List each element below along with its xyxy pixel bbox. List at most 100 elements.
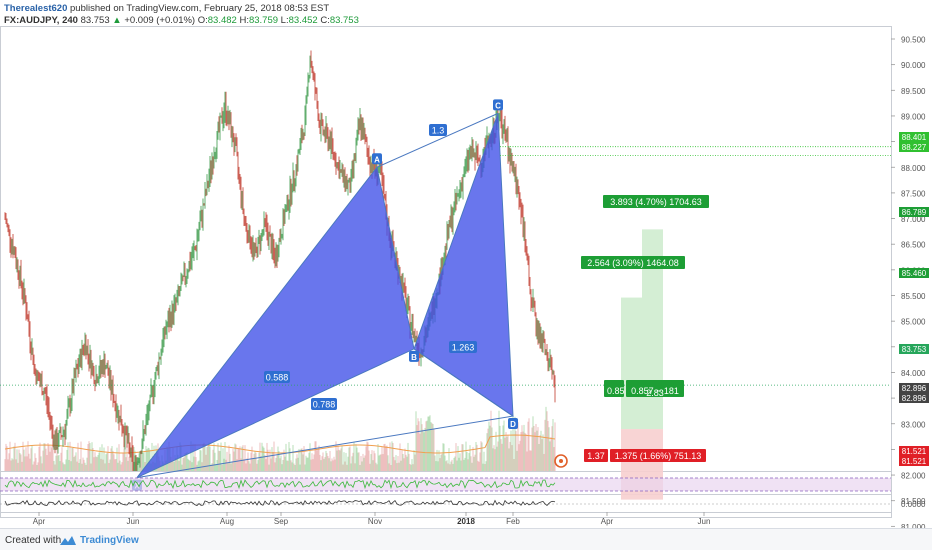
volume-bar (81, 463, 83, 471)
volume-bar (468, 453, 470, 471)
volume-bar (443, 443, 445, 471)
volume-bar (538, 444, 540, 471)
symbol-label[interactable]: FX:AUDJPY, 240 (4, 15, 78, 26)
volume-bar (284, 456, 286, 471)
volume-bar (411, 459, 413, 471)
volume-bar (450, 461, 452, 471)
volume-bar (268, 464, 270, 471)
tradingview-link[interactable]: TradingView (80, 535, 139, 546)
volume-bar (86, 457, 88, 471)
volume-bar (534, 432, 536, 471)
pattern-point-d: D (510, 420, 516, 429)
volume-bar (526, 451, 528, 471)
volume-bar (442, 443, 444, 471)
volume-bar (459, 453, 461, 471)
volume-bar (252, 459, 254, 471)
volume-bar (363, 457, 365, 471)
candles (4, 50, 556, 471)
volume-bar (409, 463, 411, 471)
volume-bar (250, 452, 252, 471)
volume-bar (354, 463, 356, 471)
pattern-bcd-triangle[interactable] (413, 113, 514, 418)
volume-bar (309, 443, 311, 471)
price-tag: 83.753 (902, 345, 927, 354)
volume-bar (117, 462, 119, 471)
volume-bar (10, 460, 12, 471)
volume-bar (337, 445, 339, 471)
volume-bar (143, 452, 145, 471)
volume-bar (420, 418, 422, 471)
volume-bar (102, 459, 104, 471)
volume-bar (394, 460, 396, 471)
volume-bar (27, 441, 29, 471)
volume-bar (550, 437, 552, 471)
volume-bar (204, 446, 206, 471)
volume-bar (128, 456, 130, 471)
volume-bar (77, 442, 79, 471)
volume-bar (288, 442, 290, 471)
alert-icon[interactable] (554, 454, 568, 468)
volume-bar (341, 445, 343, 471)
position-labels[interactable]: 3.893 (4.70%) 1704.63 2.564 (3.09%) 1464.… (581, 195, 709, 462)
volume-bar (275, 457, 277, 471)
volume-bar (267, 449, 269, 471)
volume-bar (199, 449, 201, 471)
volume-bar (101, 444, 103, 471)
volume-bar (28, 453, 30, 471)
author-link[interactable]: Therealest620 (4, 3, 68, 14)
volume-bar (23, 449, 25, 471)
volume-bar (382, 454, 384, 471)
volume-bar (96, 457, 98, 471)
volume-bar (293, 463, 295, 471)
volume-bar (280, 455, 282, 471)
volume-bar (175, 457, 177, 471)
volume-bar (373, 450, 375, 471)
volume-bar (457, 446, 459, 471)
volume-bar (263, 447, 265, 471)
volume-bar (453, 457, 455, 471)
volume-bar (285, 443, 287, 471)
volume-bar (31, 445, 33, 471)
rsi-line (4, 479, 556, 490)
volume-bar (67, 442, 69, 471)
volume-bar (471, 462, 473, 471)
volume-bar (142, 452, 144, 471)
volume-bar (54, 464, 56, 471)
pattern-xab-triangle[interactable] (136, 166, 415, 479)
volume-bar (195, 457, 197, 471)
volume-bar (458, 457, 460, 471)
volume-bar (348, 447, 350, 471)
volume-bar (272, 451, 274, 471)
volume-bar (205, 454, 207, 471)
volume-bar (438, 450, 440, 471)
entry-left-label-bg (604, 380, 624, 397)
volume-bar (255, 452, 257, 471)
volume-bar (11, 458, 13, 471)
tradingview-logo-icon (60, 536, 76, 545)
volume-bar (500, 439, 502, 471)
volume-bar (99, 447, 101, 471)
y-tick-label: 86.500 (901, 241, 926, 250)
price-tag-bg (899, 383, 929, 393)
volume-bar (289, 448, 291, 471)
volume-bar (51, 447, 53, 471)
volume-bar (355, 444, 357, 471)
pattern-point-a-badge (372, 153, 382, 165)
volume-bar (208, 442, 210, 471)
volume-bar (436, 449, 438, 471)
volume-bar (424, 427, 426, 471)
volume-bar (532, 416, 534, 471)
volume-bar (120, 464, 122, 471)
volume-bar (170, 456, 172, 471)
volume-bar (276, 454, 278, 471)
volume-bar (94, 452, 96, 471)
volume-bar (40, 456, 42, 471)
volume-bar (357, 452, 359, 471)
volume-bar (328, 458, 330, 471)
volume-bar (198, 460, 200, 471)
volume-bar (464, 457, 466, 471)
volume-bar (141, 450, 143, 471)
volume-bar (514, 416, 516, 471)
